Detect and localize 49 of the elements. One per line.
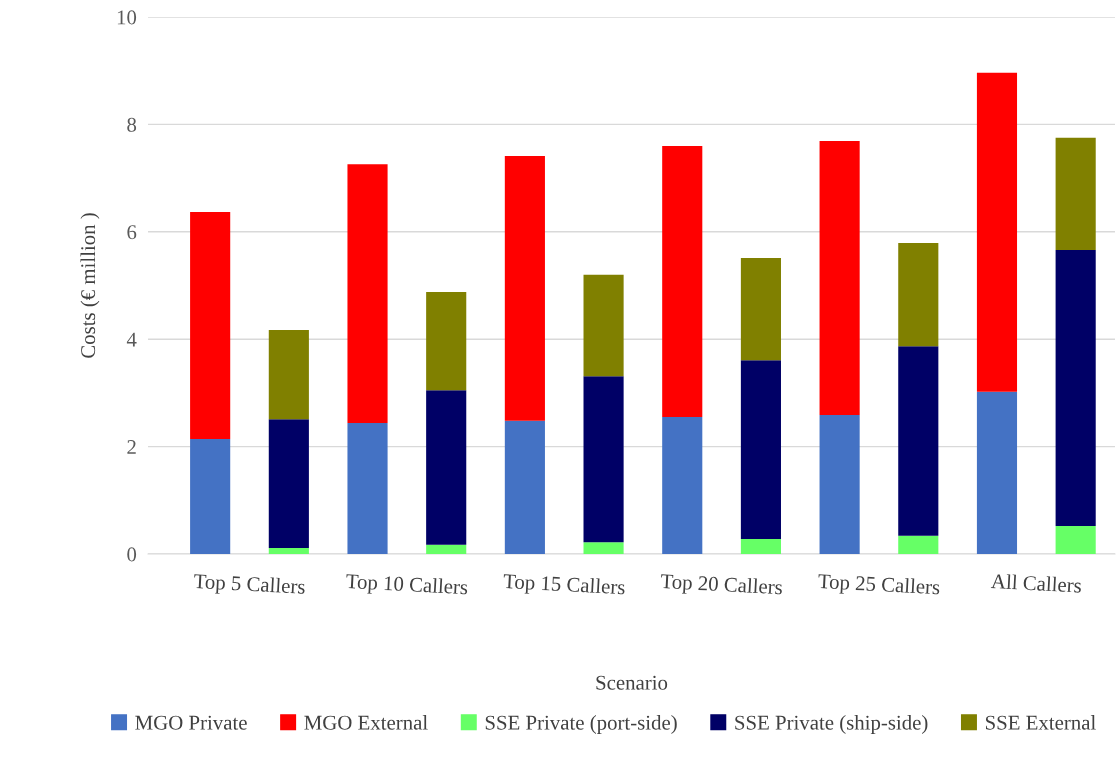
x-tick-label: Top 25 Callers [817,573,940,599]
bar [426,544,467,554]
legend-label: SSE Private (ship-side) [735,715,928,734]
bar [976,391,1018,554]
bar [740,538,781,554]
bar [426,291,467,391]
bar [662,145,703,418]
y-tick-label: 2 [127,440,136,454]
bar [662,417,703,554]
bar [504,156,545,421]
y-tick-label: 0 [127,547,137,562]
bar [898,346,939,536]
y-tick-label: 8 [127,117,137,132]
x-tick-label: Top 10 Callers [345,573,468,599]
x-tick-label: Top 20 Callers [660,573,783,599]
bar [583,274,624,377]
legend-label: MGO Private [135,715,247,730]
bar [504,420,545,554]
bar [190,211,231,440]
bar [740,258,781,361]
bar [268,419,309,549]
bar [268,330,309,420]
bar [819,141,860,415]
bar [583,376,624,543]
y-tick-label: 6 [127,225,137,240]
bar [898,535,939,554]
bar [347,164,388,423]
bar [583,542,624,554]
x-axis-title: Scenario [596,675,668,690]
bar [1055,250,1096,527]
legend-label: SSE External [985,715,1096,730]
y-tick-label: 4 [126,332,137,347]
bar [190,439,231,554]
legend-label: SSE Private (port-side) [485,715,677,734]
x-tick-label: All Callers [990,573,1082,593]
bar [1055,137,1096,251]
y-axis-title: Costs (€ million ) [80,213,100,358]
bar [740,360,781,539]
bar [1055,526,1096,554]
bar [898,243,939,347]
bar [976,72,1018,392]
bar [347,422,388,554]
bar [819,414,860,554]
x-tick-label: Top 5 Callers [193,573,306,599]
bar [268,548,309,554]
legend-label: MGO External [304,715,428,730]
bar [426,390,467,545]
x-tick-label: Top 15 Callers [503,573,626,599]
y-tick-label: 10 [117,10,137,25]
